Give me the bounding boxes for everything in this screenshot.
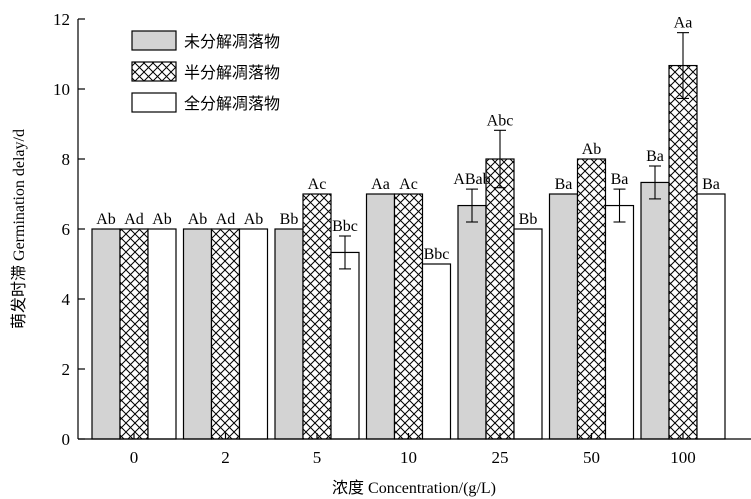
bar-series2-25 (513, 228, 543, 440)
bar-series0-2 (182, 228, 213, 440)
bar-data-label: Bbc (332, 218, 358, 235)
legend-label-undecomposed: 未分解凋落物 (184, 33, 280, 51)
bar-data-label: Bbc (424, 246, 450, 263)
bar-data-label: Ac (308, 176, 327, 193)
bar-series1-0 (119, 228, 149, 440)
y-tick-label: 12 (53, 10, 70, 29)
bar-series2-10 (421, 263, 452, 440)
bar-data-label: Ba (646, 148, 664, 165)
bar-data-label: Ba (702, 176, 720, 193)
bar-data-label: Bb (280, 211, 299, 228)
bar-data-label: Abc (487, 112, 514, 129)
x-tick-label: 50 (583, 448, 600, 467)
bar-series0-0 (91, 228, 121, 440)
bar-series2-100 (696, 193, 726, 440)
legend-label-half-decomposed: 半分解凋落物 (184, 64, 280, 82)
error-bars-layer (339, 32, 689, 270)
y-tick-label: 2 (62, 360, 71, 379)
legend-label-fully-decomposed: 全分解凋落物 (184, 95, 280, 113)
bar-data-label: Ad (124, 211, 144, 228)
bar-data-label: Ac (399, 176, 418, 193)
y-tick-label: 10 (53, 80, 70, 99)
x-tick-label: 0 (130, 448, 139, 467)
bar-data-label: Ab (188, 211, 208, 228)
y-tick-label: 6 (62, 220, 71, 239)
x-tick-label: 2 (221, 448, 230, 467)
bar-series1-2 (210, 228, 241, 440)
x-ticks: 0 2 5 10 25 50 100 (130, 433, 696, 467)
y-tick-label: 4 (62, 290, 71, 309)
y-tick-label: 8 (62, 150, 71, 169)
bar-data-label: Ab (244, 211, 264, 228)
bar-series1-100 (668, 64, 698, 440)
bar-series2-2 (238, 228, 269, 440)
bars-layer (91, 64, 726, 440)
legend: 未分解凋落物 半分解凋落物 全分解凋落物 (131, 30, 280, 113)
bar-series0-10 (365, 193, 396, 440)
bar-series1-10 (393, 193, 424, 440)
y-ticks: 0 2 4 6 8 10 12 (53, 10, 85, 449)
bar-data-label: ABab (453, 171, 490, 188)
bar-series1-25 (485, 158, 515, 440)
bar-series2-0 (147, 228, 177, 440)
legend-swatch-fully-decomposed (131, 92, 177, 113)
bar-data-label: Ab (582, 141, 602, 158)
legend-swatch-half-decomposed (131, 61, 177, 82)
legend-swatch-undecomposed (131, 30, 177, 51)
bar-series0-50 (548, 193, 579, 440)
bar-data-label: Ad (216, 211, 236, 228)
bar-data-label: Bb (519, 211, 538, 228)
bar-series0-100 (640, 181, 670, 440)
x-tick-label: 100 (670, 448, 696, 467)
bar-series0-5 (274, 228, 304, 440)
bar-data-label: Ba (555, 176, 573, 193)
y-tick-label: 0 (62, 430, 71, 449)
bar-labels-layer: Ab Ad Ab Ab Ad Ab Bb Ac Bbc Aa Ac Bbc ABab Abc Bb Ba Ab B… (96, 15, 720, 263)
bar-series1-50 (576, 158, 607, 440)
bar-series2-50 (604, 204, 635, 440)
x-axis-label: 浓度 Concentration/(g/L) (332, 479, 496, 497)
bar-data-label: Ba (611, 171, 629, 188)
bar-data-label: Ab (96, 211, 116, 228)
x-tick-label: 25 (492, 448, 509, 467)
x-tick-label: 10 (400, 448, 417, 467)
x-tick-label: 5 (313, 448, 322, 467)
y-axis-label: 萌发时滞 Germination delay/d (10, 129, 28, 329)
bar-data-label: Aa (674, 15, 693, 32)
bar-data-label: Ab (152, 211, 172, 228)
bar-data-label: Aa (371, 176, 390, 193)
bar-series1-5 (302, 193, 332, 440)
bar-series2-5 (330, 251, 360, 440)
bar-series0-25 (457, 204, 487, 440)
